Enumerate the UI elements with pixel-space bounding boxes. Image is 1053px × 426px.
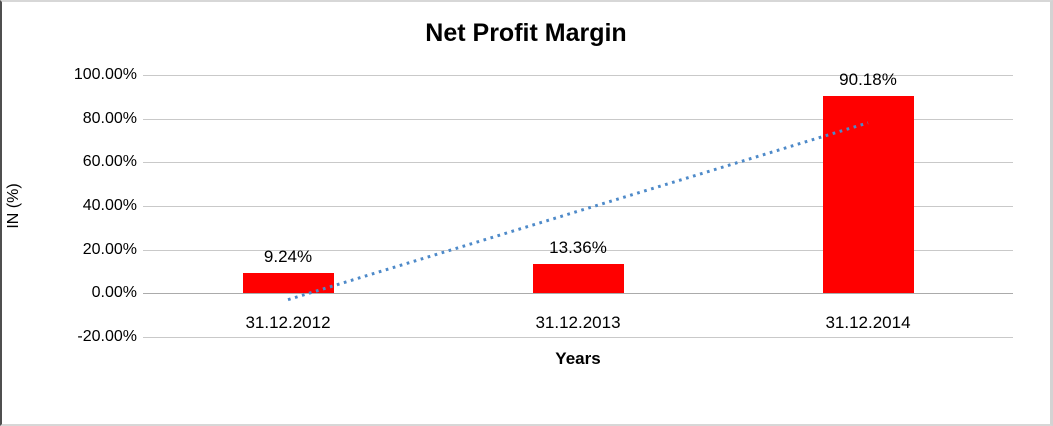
bar-value-label: 13.36%: [549, 238, 607, 257]
y-tick-label: 20.00%: [82, 241, 137, 258]
zero-gridline: [143, 293, 1013, 294]
y-tick-label: 100.00%: [73, 66, 137, 83]
bar: [533, 264, 624, 293]
y-tick-label: 0.00%: [91, 284, 137, 301]
x-tick-label: 31.12.2013: [535, 313, 621, 332]
gridline: [143, 337, 1013, 338]
bar: [823, 96, 914, 293]
y-axis-title: IN (%): [5, 183, 22, 229]
y-tick-label: -20.00%: [77, 328, 137, 345]
y-tick-label: 60.00%: [82, 153, 137, 170]
x-axis-title: Years: [555, 349, 601, 368]
y-tick-label: 40.00%: [82, 197, 137, 214]
y-tick-label: 80.00%: [82, 110, 137, 127]
gridline: [143, 75, 1013, 76]
chart-title: Net Profit Margin: [425, 19, 627, 47]
bar-value-label: 9.24%: [263, 247, 313, 266]
bar: [243, 273, 334, 293]
bar-value-label: 90.18%: [839, 70, 897, 89]
gridline: [143, 119, 1013, 120]
x-tick-label: 31.12.2012: [245, 313, 331, 332]
x-tick-label: 31.12.2014: [825, 313, 911, 332]
